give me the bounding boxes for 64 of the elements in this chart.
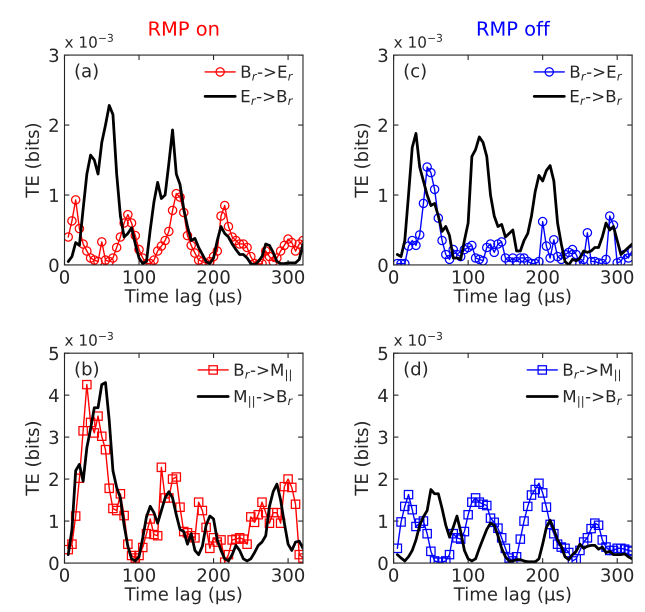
x-tick-label: 100 bbox=[452, 270, 484, 284]
y-tick-label: 2 bbox=[378, 472, 387, 486]
annotation: (a) bbox=[76, 63, 98, 80]
y-tick-label: 1 bbox=[50, 514, 58, 528]
x-tick-label: 0 bbox=[60, 568, 70, 582]
x-tick-label: 200 bbox=[526, 568, 559, 582]
text: x 10$^{−3}$ bbox=[394, 332, 442, 346]
x-tick-label: 0 bbox=[389, 270, 398, 284]
y-tick-label: 2 bbox=[49, 472, 58, 486]
chart-title: RMP off bbox=[478, 20, 550, 36]
x-tick-label: 300 bbox=[601, 568, 634, 582]
x-tick-label: 300 bbox=[272, 270, 304, 284]
x-axis-title: Time lag (µs) bbox=[124, 586, 242, 604]
x-tick-label: 0 bbox=[389, 568, 398, 582]
legend-label: E$_{r}$->B$_{r}$ bbox=[570, 90, 622, 105]
legend-label: M$_{||}$->B$_{r}$ bbox=[234, 390, 293, 408]
y-axis-title: TE (bits) bbox=[25, 422, 42, 496]
line-series bbox=[66, 104, 303, 265]
y-tick-label: 1 bbox=[379, 188, 388, 202]
chart-title: RMP on bbox=[149, 21, 218, 36]
legend-label: E$_{r}$->B$_{r}$ bbox=[242, 90, 294, 105]
text: x 10$^{−3}$ bbox=[64, 332, 113, 346]
y-tick-label: 4 bbox=[49, 388, 59, 402]
x-axis-title: Time lag (µs) bbox=[454, 288, 570, 306]
legend-label: B$_{r}$->E$_{r}$ bbox=[570, 66, 622, 80]
x-tick-label: 100 bbox=[124, 568, 156, 582]
y-tick-label: 3 bbox=[50, 430, 58, 444]
annotation: (b) bbox=[76, 362, 98, 378]
annotation: (c) bbox=[404, 63, 426, 80]
y-tick-label: 2 bbox=[49, 118, 58, 132]
legend-label: B$_{r}$->E$_{r}$ bbox=[242, 66, 294, 80]
y-axis-title: TE (bits) bbox=[354, 422, 370, 496]
legend-label: B$_{r}$->M$_{||}$ bbox=[564, 364, 620, 382]
y-tick-label: 4 bbox=[378, 388, 388, 402]
x-tick-label: 100 bbox=[452, 568, 484, 582]
x-tick-label: 300 bbox=[601, 270, 634, 284]
x-tick-label: 200 bbox=[198, 270, 230, 284]
y-tick-label: 3 bbox=[378, 430, 388, 444]
y-axis-title: TE (bits) bbox=[354, 124, 370, 198]
x-tick-label: 200 bbox=[198, 568, 230, 582]
x-axis-title: Time lag (µs) bbox=[454, 586, 570, 604]
text: x 10$^{−3}$ bbox=[394, 34, 442, 48]
legend-label: M$_{||}$->B$_{r}$ bbox=[564, 390, 622, 408]
y-tick-label: 3 bbox=[378, 48, 388, 62]
annotation: (d) bbox=[404, 362, 428, 378]
y-axis-title: TE (bits) bbox=[25, 124, 42, 198]
line-series bbox=[396, 132, 632, 265]
x-tick-label: 0 bbox=[60, 270, 70, 284]
y-tick-label: 2 bbox=[378, 118, 387, 132]
x-tick-label: 200 bbox=[526, 270, 559, 284]
y-tick-label: 5 bbox=[50, 346, 58, 360]
x-tick-label: 300 bbox=[272, 568, 304, 582]
x-axis-title: Time lag (µs) bbox=[124, 288, 242, 306]
y-tick-label: 0 bbox=[49, 556, 58, 570]
y-tick-label: 0 bbox=[378, 556, 388, 570]
text: x 10$^{−3}$ bbox=[64, 34, 113, 48]
y-tick-label: 1 bbox=[50, 188, 58, 202]
y-tick-label: 3 bbox=[50, 48, 58, 62]
y-tick-label: 0 bbox=[378, 258, 388, 272]
legend-label: B$_{r}$->M$_{||}$ bbox=[234, 364, 291, 382]
y-tick-label: 5 bbox=[378, 346, 388, 360]
x-tick-label: 100 bbox=[124, 270, 156, 284]
y-tick-label: 0 bbox=[49, 258, 58, 272]
y-tick-label: 1 bbox=[379, 514, 388, 528]
